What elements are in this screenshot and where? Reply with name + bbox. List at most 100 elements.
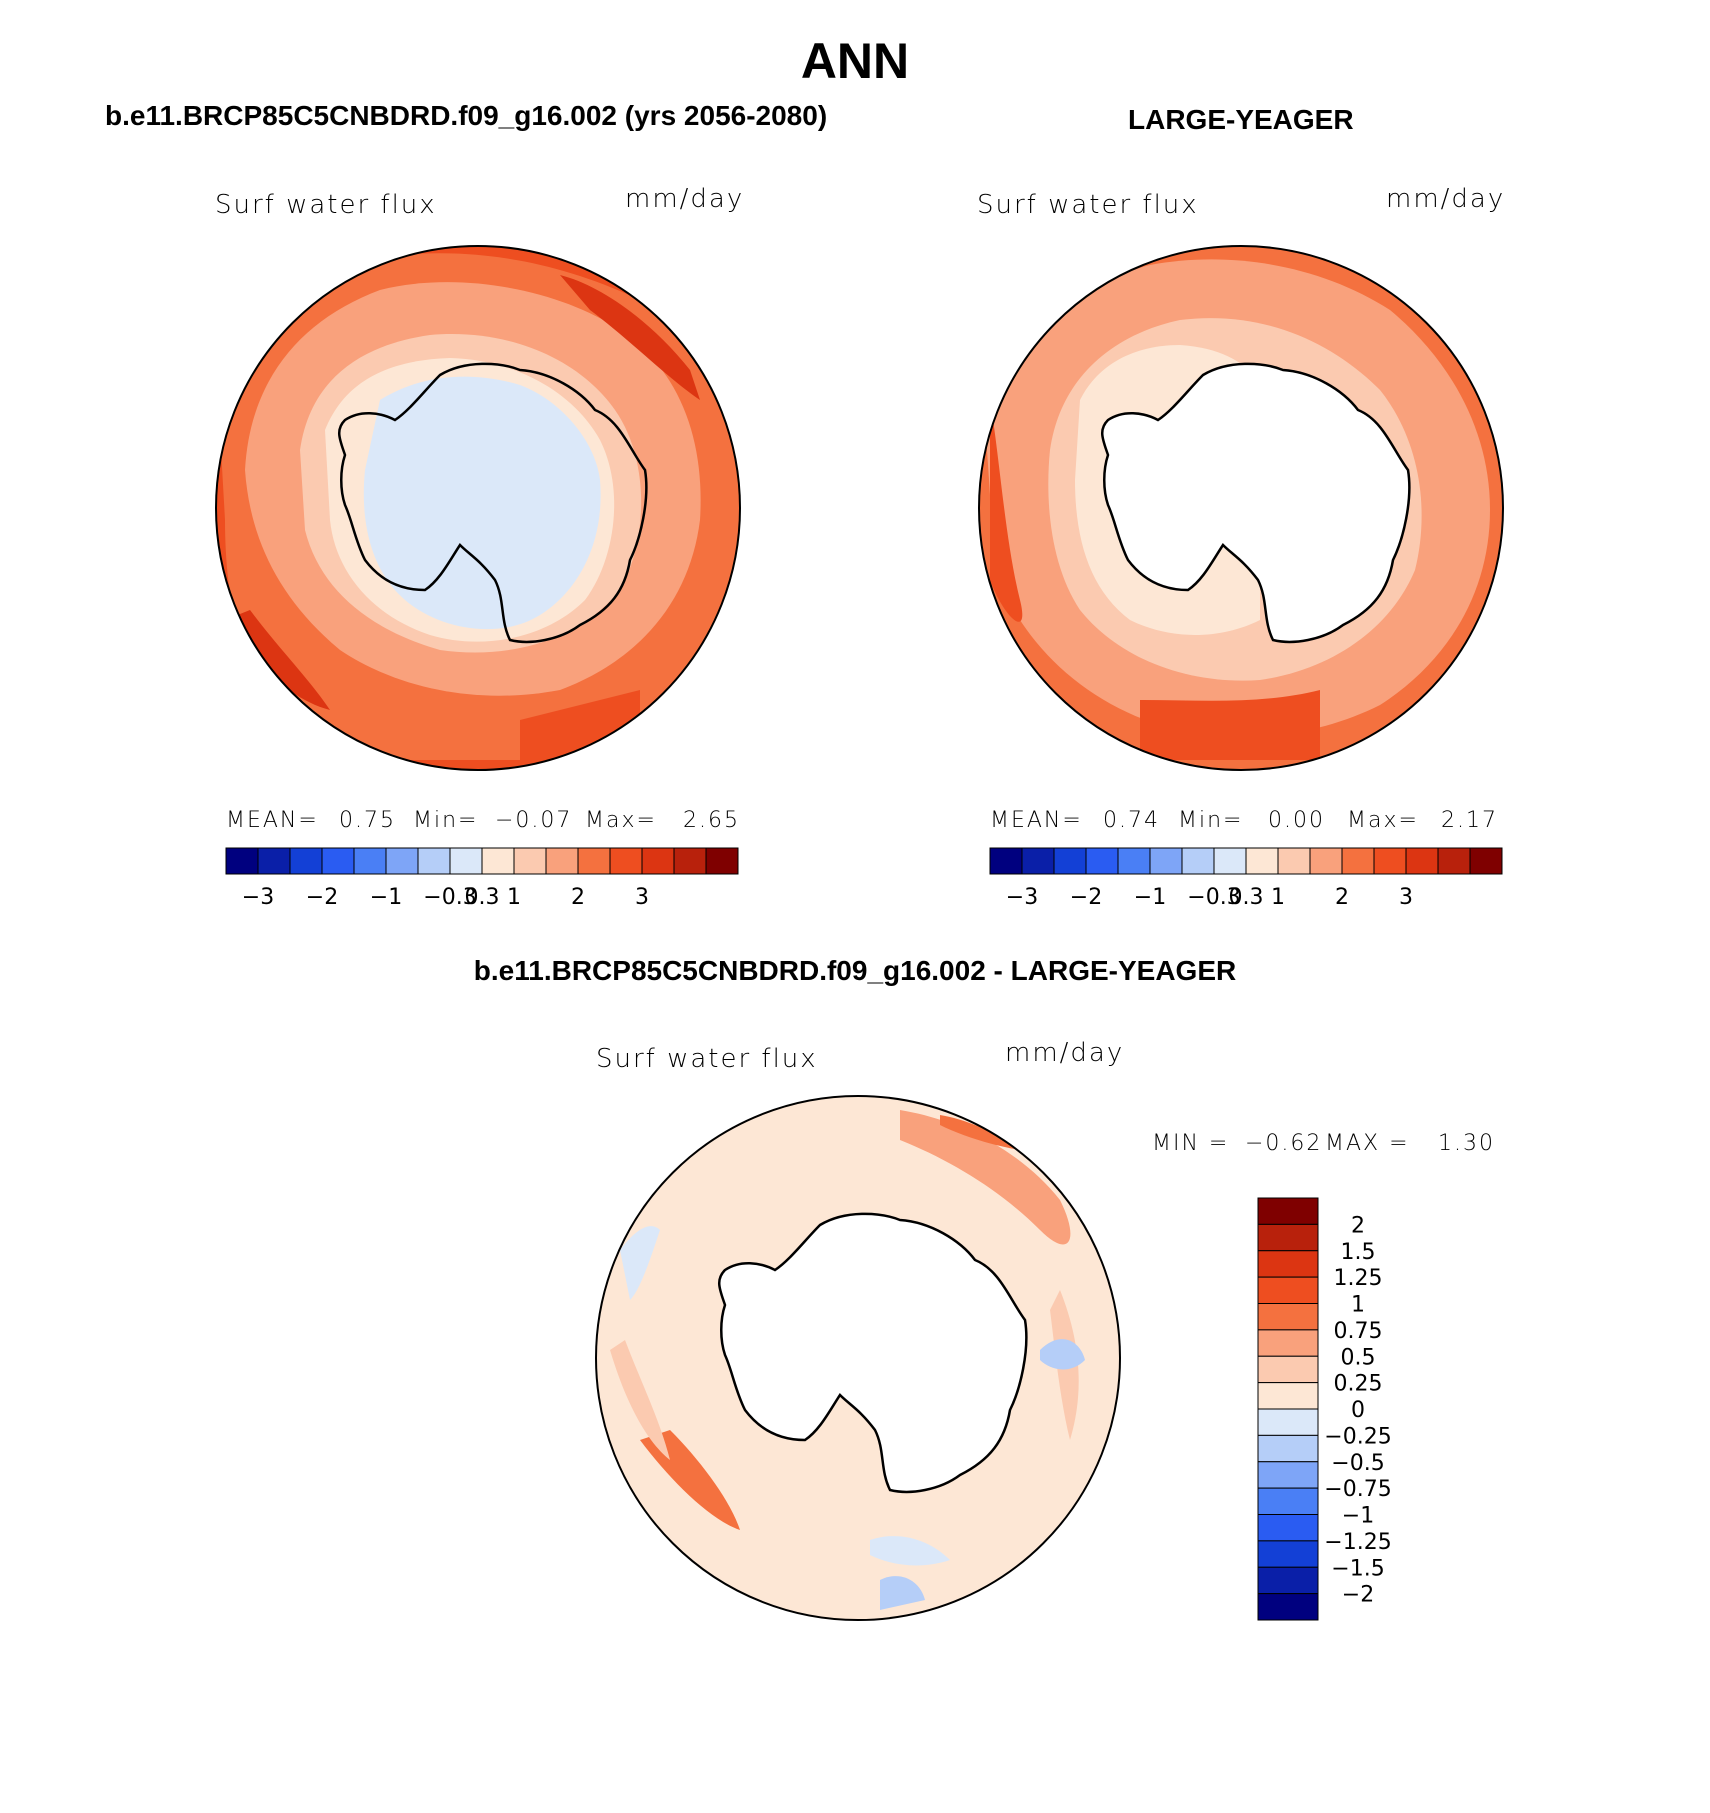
right-colorbar-box bbox=[1117, 847, 1151, 875]
diff-colorbar: 21.51.2510.750.50.250−0.25−0.5−0.75−1−1.… bbox=[1257, 1197, 1392, 1621]
left-colorbar-box bbox=[609, 847, 643, 875]
diff-max-value: 1.30 bbox=[1438, 1131, 1495, 1156]
left-colorbar-box bbox=[385, 847, 419, 875]
left-colorbar-box bbox=[257, 847, 291, 875]
diff-colorbar-tick-label: −1 bbox=[1342, 1504, 1374, 1529]
left-mean-value: 0.75 bbox=[339, 808, 396, 833]
diff-colorbar-box bbox=[1257, 1382, 1319, 1410]
left-mean-label: MEAN= bbox=[226, 808, 319, 833]
diff-colorbar-tick-label: 1.5 bbox=[1341, 1240, 1376, 1265]
left-units-label: mm/day bbox=[625, 184, 745, 214]
right-colorbar-tick-label: 3 bbox=[1399, 885, 1413, 910]
main-title: ANN bbox=[800, 33, 910, 89]
right-colorbar-box bbox=[1373, 847, 1407, 875]
diff-colorbar-box bbox=[1257, 1329, 1319, 1357]
diff-min-value: −0.62 bbox=[1245, 1131, 1323, 1156]
right-panel-title: LARGE-YEAGER bbox=[1128, 104, 1354, 135]
diff-colorbar-tick-label: 1 bbox=[1351, 1293, 1365, 1318]
diff-min-label: MIN = bbox=[1152, 1131, 1230, 1156]
diff-colorbar-tick-label: 2 bbox=[1351, 1213, 1365, 1238]
left-colorbar-tick-label: −3 bbox=[242, 885, 274, 910]
right-min-label: Min= bbox=[1178, 808, 1244, 833]
right-colorbar-tick-label: −1 bbox=[1134, 885, 1166, 910]
right-colorbar-box bbox=[1309, 847, 1343, 875]
right-colorbar: −3 −2 −1 −0.30.3 1 2 3 bbox=[989, 847, 1503, 910]
right-colorbar-tick-label: 2 bbox=[1335, 885, 1349, 910]
left-colorbar-box bbox=[513, 847, 547, 875]
right-min-value: 0.00 bbox=[1268, 808, 1325, 833]
left-colorbar-tick-label: 3 bbox=[635, 885, 649, 910]
left-colorbar-box bbox=[705, 847, 739, 875]
left-max-value: 2.65 bbox=[683, 808, 740, 833]
diff-colorbar-box bbox=[1257, 1303, 1319, 1331]
diff-colorbar-box bbox=[1257, 1197, 1319, 1225]
left-colorbar-box bbox=[673, 847, 707, 875]
right-colorbar-box bbox=[1149, 847, 1183, 875]
right-colorbar-tick-label: 0.3 bbox=[1229, 885, 1264, 910]
diff-colorbar-box bbox=[1257, 1250, 1319, 1278]
diff-panel-title: b.e11.BRCP85C5CNBDRD.f09_g16.002 - LARGE… bbox=[473, 955, 1237, 986]
left-colorbar-box bbox=[481, 847, 515, 875]
left-colorbar-tick-label: 1 bbox=[507, 885, 521, 910]
diff-colorbar-box bbox=[1257, 1276, 1319, 1304]
diff-colorbar-box bbox=[1257, 1223, 1319, 1252]
right-colorbar-box bbox=[989, 847, 1023, 875]
diff-colorbar-box bbox=[1257, 1566, 1319, 1595]
right-colorbar-tick-label: −3 bbox=[1006, 885, 1038, 910]
diff-max-label: MAX = bbox=[1325, 1131, 1410, 1156]
left-colorbar-box bbox=[417, 847, 451, 875]
left-colorbar-box bbox=[353, 847, 387, 875]
right-colorbar-tick-label: −2 bbox=[1070, 885, 1102, 910]
right-colorbar-box bbox=[1245, 847, 1279, 875]
diff-colorbar-tick-label: −2 bbox=[1342, 1583, 1374, 1608]
right-max-label: Max= bbox=[1347, 808, 1419, 833]
diff-colorbar-box bbox=[1257, 1487, 1319, 1515]
diff-colorbar-tick-label: −0.75 bbox=[1324, 1477, 1391, 1502]
diff-colorbar-box bbox=[1257, 1540, 1319, 1568]
left-colorbar-box bbox=[641, 847, 675, 875]
right-colorbar-box bbox=[1181, 847, 1215, 875]
right-colorbar-box bbox=[1437, 847, 1471, 875]
diff-colorbar-tick-label: −1.25 bbox=[1324, 1530, 1391, 1555]
left-colorbar-tick-label: −2 bbox=[306, 885, 338, 910]
right-colorbar-box bbox=[1085, 847, 1119, 875]
left-colorbar-box bbox=[321, 847, 355, 875]
diff-colorbar-tick-label: −0.5 bbox=[1331, 1451, 1384, 1476]
right-map bbox=[978, 245, 1504, 771]
left-colorbar-box bbox=[545, 847, 579, 875]
right-colorbar-box bbox=[1213, 847, 1247, 875]
left-min-label: Min= bbox=[413, 808, 479, 833]
diff-colorbar-tick-label: 1.25 bbox=[1334, 1266, 1383, 1291]
right-variable-label: Surf water flux bbox=[977, 190, 1199, 220]
left-colorbar-tick-label: 2 bbox=[571, 885, 585, 910]
left-colorbar-tick-label: −1 bbox=[370, 885, 402, 910]
diff-units-label: mm/day bbox=[1005, 1038, 1125, 1068]
right-mean-label: MEAN= bbox=[990, 808, 1083, 833]
right-colorbar-box bbox=[1469, 847, 1503, 875]
right-colorbar-box bbox=[1021, 847, 1055, 875]
diff-colorbar-tick-label: −1.5 bbox=[1331, 1556, 1384, 1581]
diff-colorbar-box bbox=[1257, 1514, 1319, 1542]
diff-colorbar-box bbox=[1257, 1461, 1319, 1489]
diff-colorbar-tick-label: −0.25 bbox=[1324, 1424, 1391, 1449]
right-colorbar-tick-label: 1 bbox=[1271, 885, 1285, 910]
left-variable-label: Surf water flux bbox=[215, 190, 437, 220]
left-colorbar-box bbox=[449, 847, 483, 875]
diff-colorbar-tick-label: 0.75 bbox=[1334, 1319, 1383, 1344]
diff-colorbar-tick-label: 0.25 bbox=[1334, 1372, 1383, 1397]
diff-colorbar-box bbox=[1257, 1408, 1319, 1436]
right-colorbar-box bbox=[1405, 847, 1439, 875]
diff-colorbar-box bbox=[1257, 1434, 1319, 1463]
diff-variable-label: Surf water flux bbox=[596, 1044, 818, 1074]
left-colorbar-tick-label: −0.3 bbox=[423, 885, 476, 910]
right-max-value: 2.17 bbox=[1441, 808, 1498, 833]
right-mean-value: 0.74 bbox=[1103, 808, 1160, 833]
diff-colorbar-tick-label: 0.5 bbox=[1341, 1345, 1376, 1370]
right-colorbar-box bbox=[1053, 847, 1087, 875]
left-colorbar-box bbox=[225, 847, 259, 875]
left-max-label: Max= bbox=[585, 808, 657, 833]
diff-colorbar-box bbox=[1257, 1355, 1319, 1384]
left-min-value: −0.07 bbox=[495, 808, 573, 833]
diff-colorbar-box bbox=[1257, 1593, 1319, 1621]
